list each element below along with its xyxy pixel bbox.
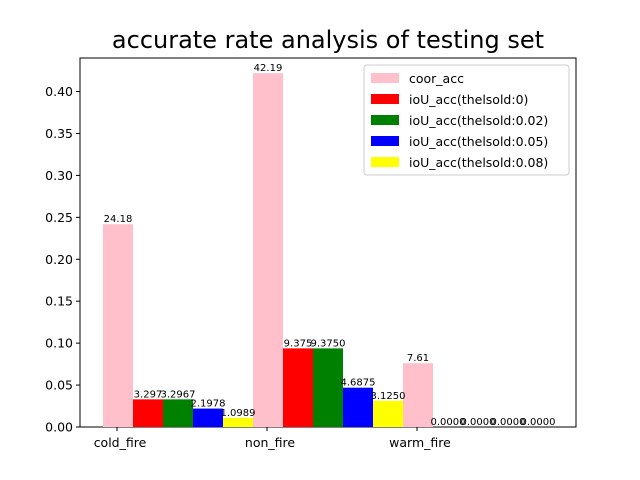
y-tick-label: 0.00 (45, 420, 73, 435)
bar-data-label: 1.0989 (221, 408, 256, 419)
bar-data-label: 3.2967 (161, 389, 196, 400)
y-tick-label: 0.10 (45, 336, 73, 351)
legend-label: ioU_acc(thelsold:0.05) (409, 134, 548, 149)
bar (133, 399, 163, 427)
y-tick-label: 0.25 (45, 210, 73, 225)
y-tick-label: 0.35 (45, 126, 73, 141)
bar (343, 387, 373, 427)
bar-data-label: 24.18 (104, 214, 133, 225)
bar-data-label: 3.297 (134, 389, 163, 400)
y-axis: 0.00 0.05 0.10 0.15 0.20 0.25 0.30 0.35 0.40 (45, 84, 80, 435)
legend-swatch (371, 136, 399, 146)
bar-data-label: 0.0000 (521, 417, 556, 428)
bars (103, 73, 433, 427)
x-tick-label: non_fire (245, 435, 295, 450)
y-tick-label: 0.05 (45, 378, 73, 393)
x-tick-label: cold_fire (94, 435, 147, 450)
bar (193, 408, 223, 427)
bar (163, 399, 193, 427)
x-axis: cold_fire non_fire warm_fire (94, 427, 451, 450)
y-tick-label: 0.40 (45, 84, 73, 99)
x-tick-label: warm_fire (389, 435, 451, 450)
legend: coor_acc ioU_acc(thelsold:0) ioU_acc(thels… (363, 64, 570, 176)
bar-data-label: 9.375 (284, 338, 313, 349)
legend-swatch (371, 73, 399, 83)
bar-data-label: 0.0000 (461, 417, 496, 428)
legend-label: ioU_acc(thelsold:0.02) (409, 113, 548, 128)
legend-swatch (371, 94, 399, 104)
bar (253, 73, 283, 427)
bar (313, 348, 343, 427)
bar-data-label: 42.19 (254, 63, 283, 74)
bar-data-label: 3.1250 (371, 391, 406, 402)
bar-data-label: 2.1978 (191, 399, 226, 410)
bar-data-label: 9.3750 (311, 338, 346, 349)
legend-label: ioU_acc(thelsold:0) (409, 92, 528, 107)
y-tick-label: 0.15 (45, 294, 73, 309)
bar (403, 363, 433, 427)
legend-swatch (371, 115, 399, 125)
bar-data-label: 4.6875 (341, 378, 376, 389)
legend-label: ioU_acc(thelsold:0.08) (409, 155, 548, 170)
chart-title: accurate rate analysis of testing set (112, 26, 544, 54)
legend-label: coor_acc (409, 71, 464, 86)
bar-data-label: 7.61 (407, 353, 429, 364)
legend-box (363, 64, 570, 176)
y-tick-label: 0.30 (45, 168, 73, 183)
bar-data-label: 0.0000 (491, 417, 526, 428)
bar (223, 417, 253, 427)
bar (283, 348, 313, 427)
bar (373, 400, 403, 427)
y-tick-label: 0.20 (45, 252, 73, 267)
bar (103, 224, 133, 427)
bar-data-label: 0.0000 (431, 417, 466, 428)
legend-swatch (371, 157, 399, 167)
